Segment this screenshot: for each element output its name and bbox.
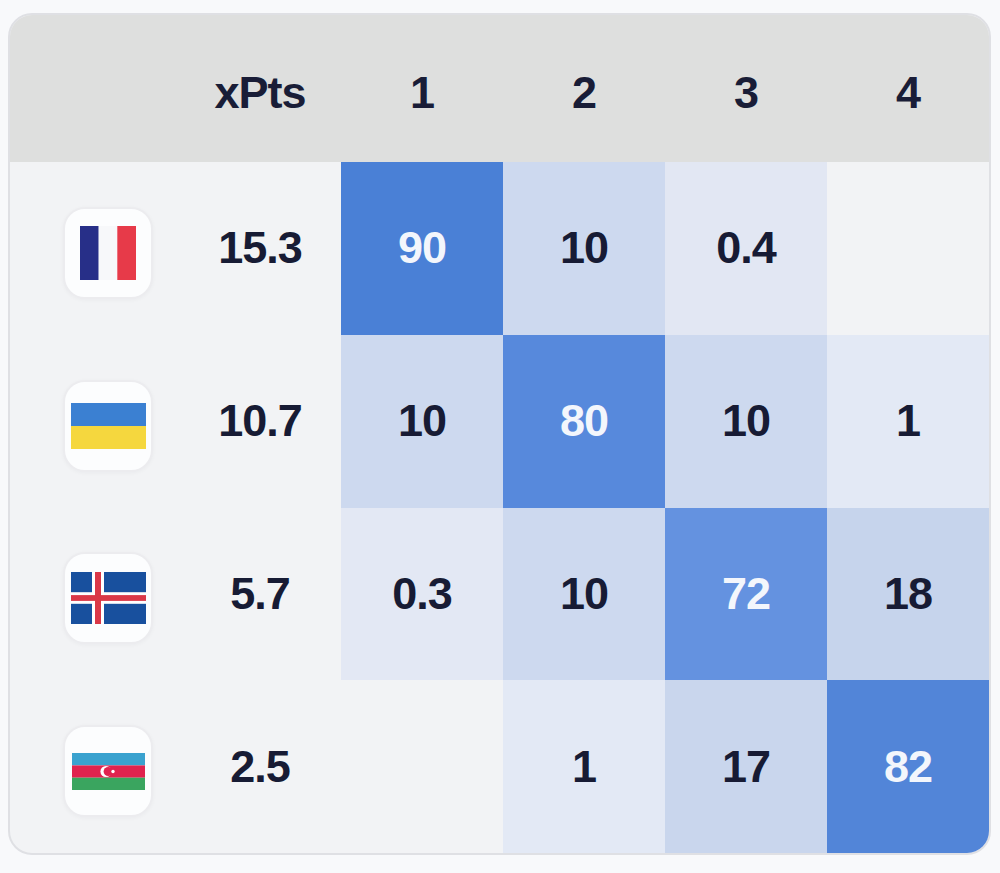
probability-cell-iceland-3: 72	[665, 508, 827, 681]
xpts-value-ukraine: 10.7	[179, 335, 341, 508]
probability-cell-azerbaijan-4: 82	[827, 680, 989, 853]
probability-cell-iceland-4: 18	[827, 508, 989, 681]
column-header-position-3: 3	[665, 15, 827, 162]
probability-cell-azerbaijan-3: 17	[665, 680, 827, 853]
xpts-value-iceland: 5.7	[179, 508, 341, 681]
azerbaijan-flag-icon	[63, 725, 153, 817]
column-header-team	[10, 15, 179, 162]
standings-probability-card: xPts 1 2 3 4 15.3 90 10 0.4	[8, 13, 991, 855]
probability-cell-azerbaijan-1	[341, 680, 503, 853]
probability-cell-ukraine-4: 1	[827, 335, 989, 508]
team-row-ukraine	[10, 335, 179, 508]
probability-cell-ukraine-1: 10	[341, 335, 503, 508]
xpts-value-france: 15.3	[179, 162, 341, 335]
probability-cell-france-1: 90	[341, 162, 503, 335]
column-header-position-1: 1	[341, 15, 503, 162]
column-header-position-4: 4	[827, 15, 989, 162]
column-header-xpts: xPts	[179, 15, 341, 162]
ukraine-flag-icon	[63, 380, 153, 472]
team-row-azerbaijan	[10, 680, 179, 853]
france-flag-icon	[63, 207, 153, 299]
team-row-france	[10, 162, 179, 335]
probability-cell-france-3: 0.4	[665, 162, 827, 335]
probability-cell-france-2: 10	[503, 162, 665, 335]
probability-cell-ukraine-3: 10	[665, 335, 827, 508]
iceland-flag-icon	[63, 552, 153, 644]
probability-cell-ukraine-2: 80	[503, 335, 665, 508]
probability-cell-france-4	[827, 162, 989, 335]
probability-cell-azerbaijan-2: 1	[503, 680, 665, 853]
team-row-iceland	[10, 508, 179, 681]
probability-cell-iceland-2: 10	[503, 508, 665, 681]
probability-grid: xPts 1 2 3 4 15.3 90 10 0.4	[10, 15, 989, 853]
column-header-position-2: 2	[503, 15, 665, 162]
xpts-value-azerbaijan: 2.5	[179, 680, 341, 853]
probability-cell-iceland-1: 0.3	[341, 508, 503, 681]
